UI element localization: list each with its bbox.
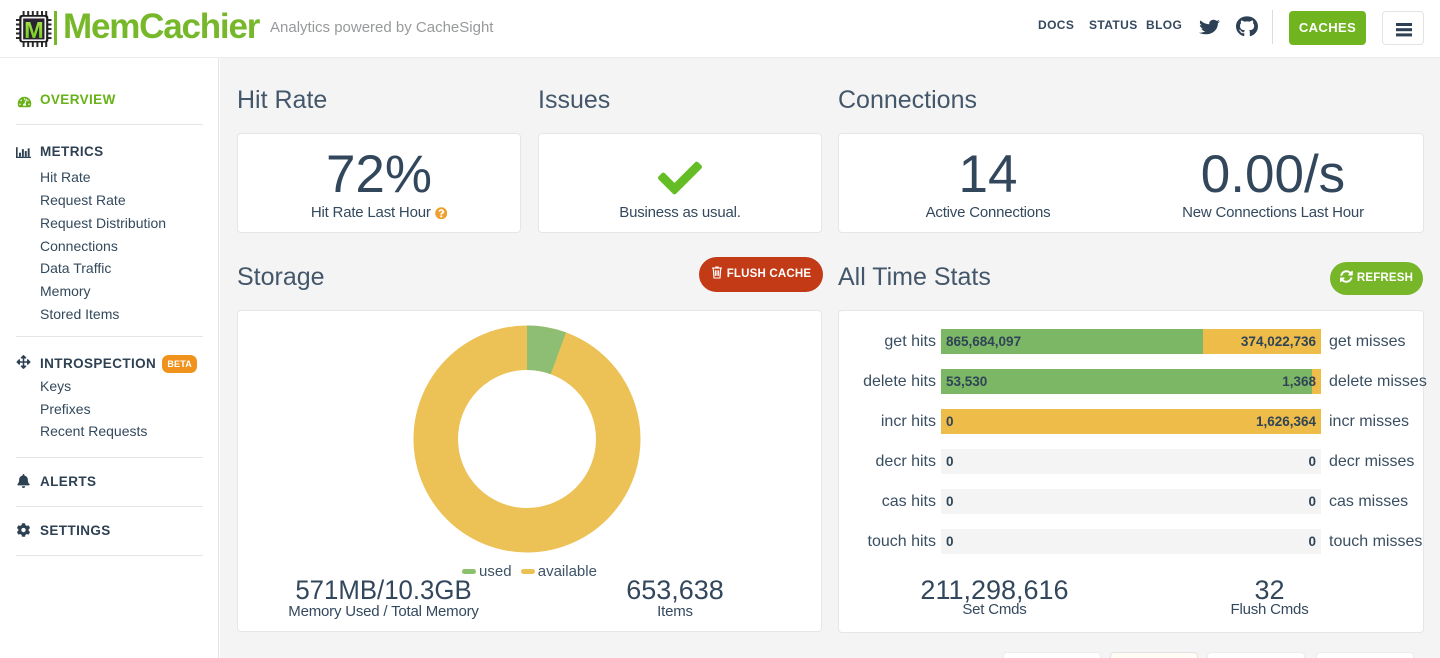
svg-text:M: M — [24, 17, 44, 43]
